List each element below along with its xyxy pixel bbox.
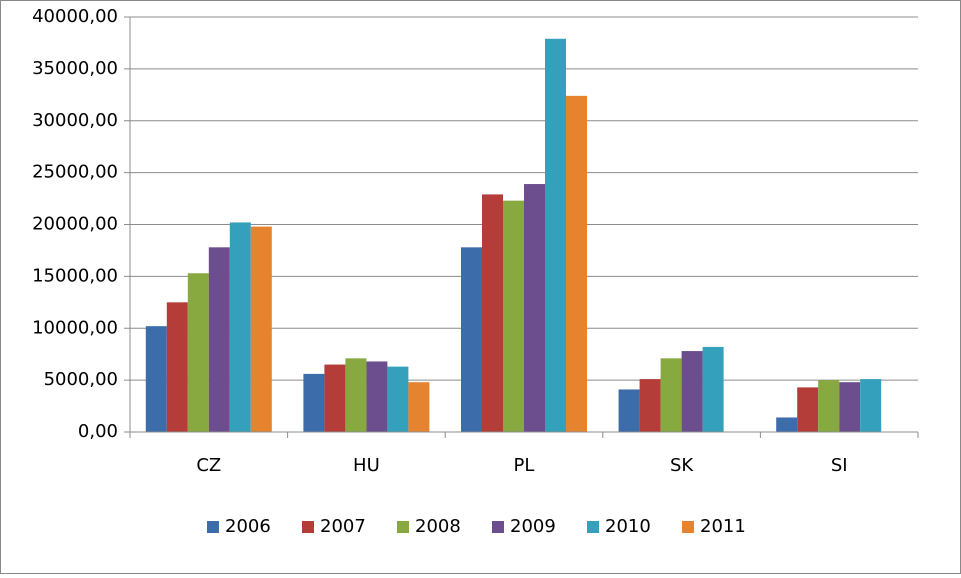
bar (639, 379, 661, 432)
bar (303, 373, 325, 432)
bar (408, 382, 430, 432)
legend-swatch (682, 521, 694, 533)
bar (345, 358, 367, 432)
bar (387, 366, 409, 432)
bar (618, 389, 640, 432)
bar (461, 247, 482, 432)
bar (250, 226, 272, 432)
legend-swatch (587, 521, 599, 533)
bar (187, 273, 209, 432)
y-tick-label: 5000,00 (44, 369, 118, 390)
bar (229, 222, 251, 432)
bar (545, 38, 566, 432)
y-tick-label: 15000,00 (32, 265, 118, 286)
x-tick-label: SI (831, 455, 848, 476)
legend-label: 2010 (605, 516, 651, 537)
x-tick-label: SK (670, 455, 694, 476)
legend-swatch (207, 521, 219, 533)
legend-label: 2009 (510, 516, 556, 537)
y-tick-label: 10000,00 (32, 317, 118, 338)
legend-swatch (397, 521, 409, 533)
bar (660, 358, 682, 432)
bar (524, 184, 545, 432)
y-tick-label: 35000,00 (32, 58, 118, 79)
bar (818, 380, 840, 432)
bar (797, 387, 819, 432)
y-tick-label: 25000,00 (32, 162, 118, 183)
bar (503, 200, 524, 432)
bar (566, 95, 587, 432)
bar (482, 194, 503, 432)
y-tick-label: 40000,00 (32, 6, 118, 27)
bar (208, 247, 230, 432)
bar (324, 364, 346, 432)
legend-label: 2008 (415, 516, 461, 537)
legend-swatch (492, 521, 504, 533)
x-tick-label: HU (353, 455, 380, 476)
bar (681, 351, 703, 432)
x-tick-label: CZ (196, 455, 221, 476)
y-tick-label: 0,00 (78, 421, 118, 442)
legend-label: 2011 (700, 516, 746, 537)
x-tick-label: PL (514, 455, 535, 476)
bar (839, 382, 861, 432)
bar (860, 379, 882, 432)
bar (145, 326, 167, 432)
legend-label: 2007 (320, 516, 366, 537)
bar (366, 361, 388, 432)
bar (702, 346, 724, 432)
bar (166, 302, 188, 432)
legend-swatch (302, 521, 314, 533)
y-tick-label: 30000,00 (32, 110, 118, 131)
bar (776, 417, 798, 432)
legend-label: 2006 (225, 516, 271, 537)
y-tick-label: 20000,00 (32, 214, 118, 235)
